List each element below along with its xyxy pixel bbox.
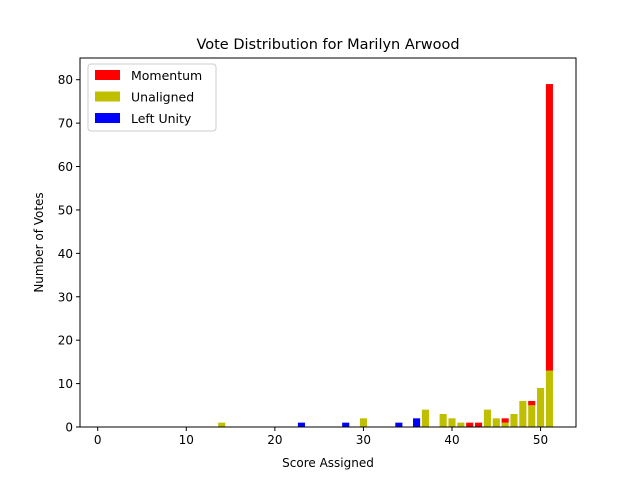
legend: Momentum Unaligned Left Unity [87,63,217,132]
bar-momentum-46 [501,418,509,423]
chart-title: Vote Distribution for Marilyn Arwood [196,37,459,53]
bar-unaligned-51 [545,370,553,427]
y-tick-label: 30 [58,290,73,304]
x-tick-label: 20 [267,433,282,447]
bar-left-unity-34 [395,422,403,427]
y-tick-label: 20 [58,334,73,348]
legend-label-left-unity: Left Unity [131,111,192,126]
y-tick-label: 40 [58,247,73,261]
legend-label-momentum: Momentum [131,68,202,83]
legend-swatch-left-unity [95,113,120,123]
bar-unaligned-49 [528,405,536,427]
x-axis-label: Score Assigned [282,456,374,470]
plot-frame [79,57,577,428]
y-tick-label: 70 [58,117,73,131]
x-tick-label: 30 [356,433,371,447]
bar-unaligned-50 [537,387,545,427]
bar-momentum-49 [528,400,536,406]
bar-unaligned-40 [448,418,456,427]
bar-unaligned-45 [492,418,500,427]
x-axis-ticks: 0 10 20 30 40 50 [94,427,548,447]
bars-group [218,84,553,427]
bar-momentum-51 [545,84,553,371]
x-tick-label: 50 [533,433,548,447]
bar-unaligned-46 [501,422,509,427]
bar-left-unity-36 [413,418,421,427]
bar-momentum-42 [466,422,474,427]
bar-left-unity-28 [342,422,350,427]
bar-unaligned-41 [457,422,465,427]
legend-label-unaligned: Unaligned [131,90,194,105]
y-tick-label: 50 [58,203,73,217]
bar-unaligned-30 [359,418,367,427]
x-tick-label: 40 [444,433,459,447]
bar-momentum-43 [475,422,483,427]
bar-unaligned-37 [421,409,429,427]
y-axis-label: Number of Votes [32,192,46,292]
y-tick-label: 80 [58,73,73,87]
bar-unaligned-47 [510,413,518,427]
y-axis-ticks: 0 10 20 30 40 50 60 70 80 [58,73,80,435]
x-tick-label: 10 [179,433,194,447]
bar-left-unity-23 [297,422,305,427]
x-tick-label: 0 [94,433,102,447]
bar-unaligned-48 [519,400,527,427]
y-tick-label: 10 [58,377,73,391]
bar-unaligned-39 [439,413,447,427]
y-tick-label: 60 [58,160,73,174]
bar-unaligned-44 [483,409,491,427]
legend-swatch-momentum [95,70,120,80]
y-tick-label: 0 [65,421,73,435]
legend-swatch-unaligned [95,91,120,102]
bar-unaligned-14 [218,422,226,427]
